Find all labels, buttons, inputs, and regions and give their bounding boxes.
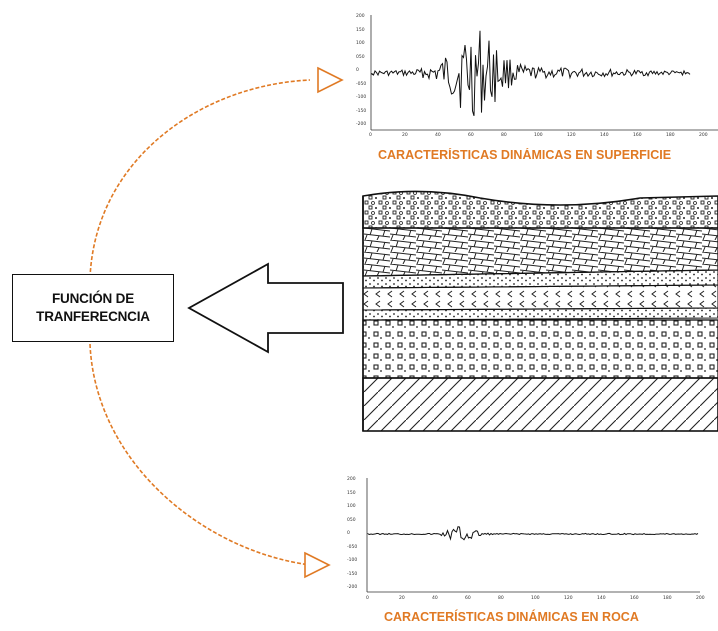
transfer-function-line1: FUNCIÓN DE — [52, 291, 134, 306]
tick-label: -200 — [356, 122, 367, 127]
surface-plot — [370, 15, 718, 131]
layer-brick — [362, 227, 718, 277]
tick-label: 0 — [356, 68, 359, 73]
tick-label: 0 — [347, 531, 350, 536]
layer-chevron — [362, 284, 718, 311]
tick-label: -100 — [356, 95, 367, 100]
tick-label: 200 — [356, 14, 365, 19]
surface-waveform — [371, 30, 691, 117]
transfer-function-line2: TRANFERECNCIA — [36, 309, 150, 324]
tick-label: -100 — [347, 558, 358, 563]
tick-label: 200 — [696, 596, 705, 601]
tick-label: 200 — [347, 477, 356, 482]
tick-label: -050 — [356, 81, 367, 87]
tick-label: 120 — [567, 133, 576, 138]
tick-label: 100 — [356, 41, 365, 46]
layer-pebble-top — [362, 190, 718, 229]
tick-label: 050 — [356, 54, 365, 60]
transfer-function-box: FUNCIÓN DE TRANFERECNCIA — [12, 274, 174, 342]
arrowhead-bottom-icon — [304, 551, 331, 579]
tick-label: 150 — [347, 490, 356, 496]
left-arrow-icon — [187, 262, 344, 354]
soil-column — [362, 190, 718, 432]
tick-label: 120 — [564, 596, 573, 601]
caption-surface: CARACTERÍSTICAS DINÁMICAS EN SUPERFICIE — [378, 148, 672, 162]
tick-label: 0 — [366, 596, 369, 601]
caption-rock: CARACTERÍSTICAS DINÁMICAS EN ROCA — [384, 610, 639, 624]
tick-label: 160 — [633, 133, 642, 138]
tick-label: 40 — [435, 133, 441, 138]
tick-label: 40 — [432, 596, 438, 601]
tick-label: 180 — [663, 596, 672, 601]
tick-label: 140 — [600, 133, 609, 138]
tick-label: -150 — [347, 571, 358, 577]
tick-label: 20 — [402, 133, 408, 138]
tick-label: -200 — [347, 585, 358, 590]
tick-label: 80 — [501, 133, 507, 138]
layer-bedrock — [362, 377, 718, 432]
tick-label: -150 — [356, 108, 367, 114]
tick-label: 050 — [347, 517, 356, 523]
tick-label: 0 — [369, 133, 372, 138]
tick-label: 100 — [534, 133, 543, 138]
tick-label: 100 — [531, 596, 540, 601]
tick-label: 100 — [347, 504, 356, 509]
tick-label: 60 — [468, 133, 474, 138]
tick-label: 60 — [465, 596, 471, 601]
tick-label: 200 — [699, 133, 708, 138]
tick-label: 140 — [597, 596, 606, 601]
tick-label: 180 — [666, 133, 675, 138]
layer-gravel — [362, 319, 718, 379]
rock-waveform — [367, 526, 699, 541]
tick-label: 160 — [630, 596, 639, 601]
tick-label: -050 — [347, 544, 358, 550]
layer-fine-dots-2 — [362, 307, 718, 321]
tick-label: 80 — [498, 596, 504, 601]
tick-label: 20 — [399, 596, 405, 601]
rock-plot — [366, 478, 700, 593]
curved-arrow-top — [89, 79, 311, 279]
curved-arrow-bottom — [89, 343, 311, 566]
arrowhead-top-icon — [317, 66, 344, 94]
tick-label: 150 — [356, 27, 365, 33]
